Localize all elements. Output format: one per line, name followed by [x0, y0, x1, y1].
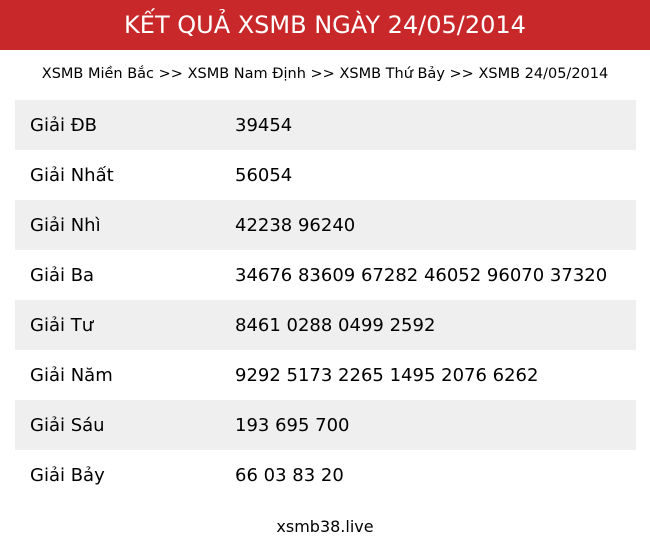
table-row: Giải Nhì 42238 96240 — [15, 200, 636, 250]
prize-label: Giải Tư — [30, 314, 94, 336]
prize-label: Giải Năm — [30, 364, 113, 386]
prize-value: 8461 0288 0499 2592 — [235, 314, 436, 336]
table-row: Giải Tư 8461 0288 0499 2592 — [15, 300, 636, 350]
table-row: Giải ĐB 39454 — [15, 100, 636, 150]
prize-label: Giải Nhất — [30, 164, 114, 186]
prize-value: 42238 96240 — [235, 214, 356, 236]
table-row: Giải Ba 34676 83609 67282 46052 96070 373… — [15, 250, 636, 300]
prize-value: 193 695 700 — [235, 414, 350, 436]
prize-label: Giải Ba — [30, 264, 95, 286]
breadcrumb-link-thu-bay[interactable]: XSMB Thứ Bảy — [339, 66, 445, 82]
breadcrumb-link-nam-dinh[interactable]: XSMB Nam Định — [187, 66, 306, 82]
prize-value: 66 03 83 20 — [235, 464, 344, 486]
table-row: Giải Năm 9292 5173 2265 1495 2076 6262 — [15, 350, 636, 400]
footer-site-link[interactable]: xsmb38.live — [276, 517, 374, 536]
page-title: KẾT QUẢ XSMB NGÀY 24/05/2014 — [124, 11, 526, 39]
breadcrumb: XSMB Miền Bắc >> XSMB Nam Định >> XSMB T… — [0, 66, 650, 82]
prize-label: Giải Nhì — [30, 214, 101, 236]
prize-value: 39454 — [235, 114, 293, 136]
prize-label: Giải ĐB — [30, 114, 97, 136]
prize-value: 56054 — [235, 164, 293, 186]
prize-value: 9292 5173 2265 1495 2076 6262 — [235, 364, 539, 386]
prize-value: 34676 83609 67282 46052 96070 37320 — [235, 264, 608, 286]
results-table: Giải ĐB 39454 Giải Nhất 56054 Giải Nhì 4223… — [15, 100, 636, 500]
breadcrumb-link-mien-bac[interactable]: XSMB Miền Bắc — [41, 66, 155, 82]
table-row: Giải Bảy 66 03 83 20 — [15, 450, 636, 500]
table-row: Giải Nhất 56054 — [15, 150, 636, 200]
breadcrumb-current-date[interactable]: XSMB 24/05/2014 — [478, 66, 609, 82]
breadcrumb-separator: >> — [310, 66, 335, 82]
table-row: Giải Sáu 193 695 700 — [15, 400, 636, 450]
prize-label: Giải Sáu — [30, 414, 105, 436]
breadcrumb-separator: >> — [158, 66, 183, 82]
breadcrumb-separator: >> — [449, 66, 474, 82]
page-header: KẾT QUẢ XSMB NGÀY 24/05/2014 — [0, 0, 650, 50]
prize-label: Giải Bảy — [30, 464, 105, 486]
